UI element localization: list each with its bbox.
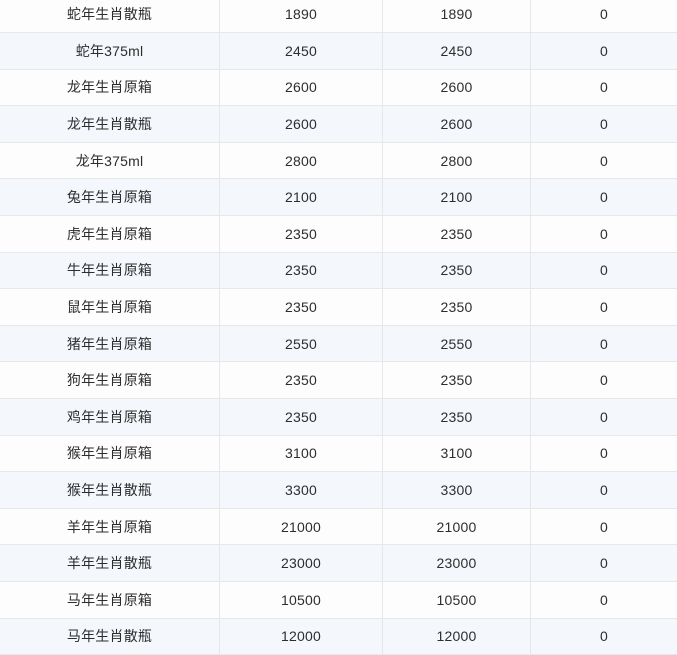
cell-change: 0 [600,189,608,206]
cell-change: 0 [600,115,608,132]
cell-product-name: 龙年生肖原箱 [0,69,220,106]
cell-price-b: 23000 [383,545,531,581]
cell-price-b: 2550 [383,325,531,362]
cell-price-a: 12000 [220,618,383,655]
cell-price-b: 3100 [383,435,531,472]
cell-product-name: 虎年生肖原箱 [0,215,220,252]
table-row: 猴年生肖散瓶 3300 3300 0 [0,472,677,509]
cell-product-name: 鼠年生肖原箱 [0,289,220,325]
cell-price-a: 10500 [220,581,383,618]
cell-price-a: 2450 [220,33,383,69]
cell-price-b: 2600 [383,106,531,142]
cell-price-a: 2600 [220,69,383,106]
cell-product-name: 鸡年生肖原箱 [0,398,220,435]
table-row: 狗年生肖原箱 2350 2350 0 [0,362,677,399]
cell-price-a: 1890 [220,0,383,32]
cell-price-b: 2350 [383,215,531,252]
cell-product-name: 蛇年375ml [0,33,220,69]
cell-change: 0 [600,335,608,352]
cell-price-b: 10500 [383,581,531,618]
cell-change: 0 [600,152,608,169]
cell-price-a: 21000 [220,508,383,545]
table-row: 鼠年生肖原箱 2350 2350 0 [0,289,677,326]
cell-product-name: 猪年生肖原箱 [0,325,220,362]
cell-price-b: 21000 [383,508,531,545]
cell-change: 0 [600,591,608,608]
table-row: 虎年生肖原箱 2350 2350 0 [0,215,677,253]
cell-price-b: 3300 [383,472,531,508]
cell-change: 0 [600,372,608,389]
cell-price-b: 2600 [383,69,531,106]
cell-price-a: 2600 [220,106,383,142]
cell-change: 0 [600,628,608,645]
cell-change: 0 [600,445,608,462]
cell-price-a: 2350 [220,215,383,252]
table-row: 鸡年生肖原箱 2350 2350 0 [0,398,677,436]
cell-price-a: 23000 [220,545,383,581]
cell-price-b: 12000 [383,618,531,655]
cell-price-a: 2350 [220,252,383,289]
table-row: 龙年生肖散瓶 2600 2600 0 [0,106,677,143]
table-row: 龙年375ml 2800 2800 0 [0,142,677,180]
cell-product-name: 猴年生肖原箱 [0,435,220,472]
cell-change: 0 [600,262,608,279]
cell-price-b: 2100 [383,179,531,215]
cell-price-a: 2100 [220,179,383,215]
cell-product-name: 兔年生肖原箱 [0,179,220,215]
cell-change: 0 [600,555,608,572]
cell-price-a: 3300 [220,472,383,508]
cell-product-name: 蛇年生肖散瓶 [0,0,220,32]
cell-price-a: 3100 [220,435,383,472]
table-row: 马年生肖原箱 10500 10500 0 [0,581,677,619]
cell-product-name: 马年生肖原箱 [0,581,220,618]
cell-product-name: 马年生肖散瓶 [0,618,220,655]
cell-price-b: 2450 [383,33,531,69]
cell-product-name: 羊年生肖散瓶 [0,545,220,581]
table-row: 猪年生肖原箱 2550 2550 0 [0,325,677,363]
cell-price-b: 2350 [383,289,531,325]
cell-price-b: 2350 [383,252,531,289]
cell-change: 0 [600,79,608,96]
cell-product-name: 猴年生肖散瓶 [0,472,220,508]
cell-change: 0 [600,6,608,23]
cell-price-a: 2800 [220,142,383,179]
cell-product-name: 羊年生肖原箱 [0,508,220,545]
cell-price-a: 2350 [220,289,383,325]
cell-price-b: 2800 [383,142,531,179]
table-row: 羊年生肖原箱 21000 21000 0 [0,508,677,546]
cell-price-b: 2350 [383,362,531,398]
cell-price-b: 2350 [383,398,531,435]
cell-product-name: 牛年生肖原箱 [0,252,220,289]
cell-change: 0 [600,481,608,498]
cell-price-b: 1890 [383,0,531,32]
cell-change: 0 [600,298,608,315]
table-row: 蛇年375ml 2450 2450 0 [0,33,677,70]
cell-price-a: 2550 [220,325,383,362]
table-row: 羊年生肖散瓶 23000 23000 0 [0,545,677,582]
cell-product-name: 龙年375ml [0,142,220,179]
table-row: 马年生肖散瓶 12000 12000 0 [0,618,677,655]
table-row: 龙年生肖原箱 2600 2600 0 [0,69,677,107]
cell-price-a: 2350 [220,362,383,398]
cell-price-a: 2350 [220,398,383,435]
table-row: 蛇年生肖散瓶 1890 1890 0 [0,0,677,33]
table-row: 兔年生肖原箱 2100 2100 0 [0,179,677,216]
cell-product-name: 龙年生肖散瓶 [0,106,220,142]
cell-change: 0 [600,518,608,535]
table-row: 牛年生肖原箱 2350 2350 0 [0,252,677,290]
table-row: 猴年生肖原箱 3100 3100 0 [0,435,677,473]
cell-change: 0 [600,42,608,59]
cell-product-name: 狗年生肖原箱 [0,362,220,398]
cell-change: 0 [600,225,608,242]
cell-change: 0 [600,408,608,425]
